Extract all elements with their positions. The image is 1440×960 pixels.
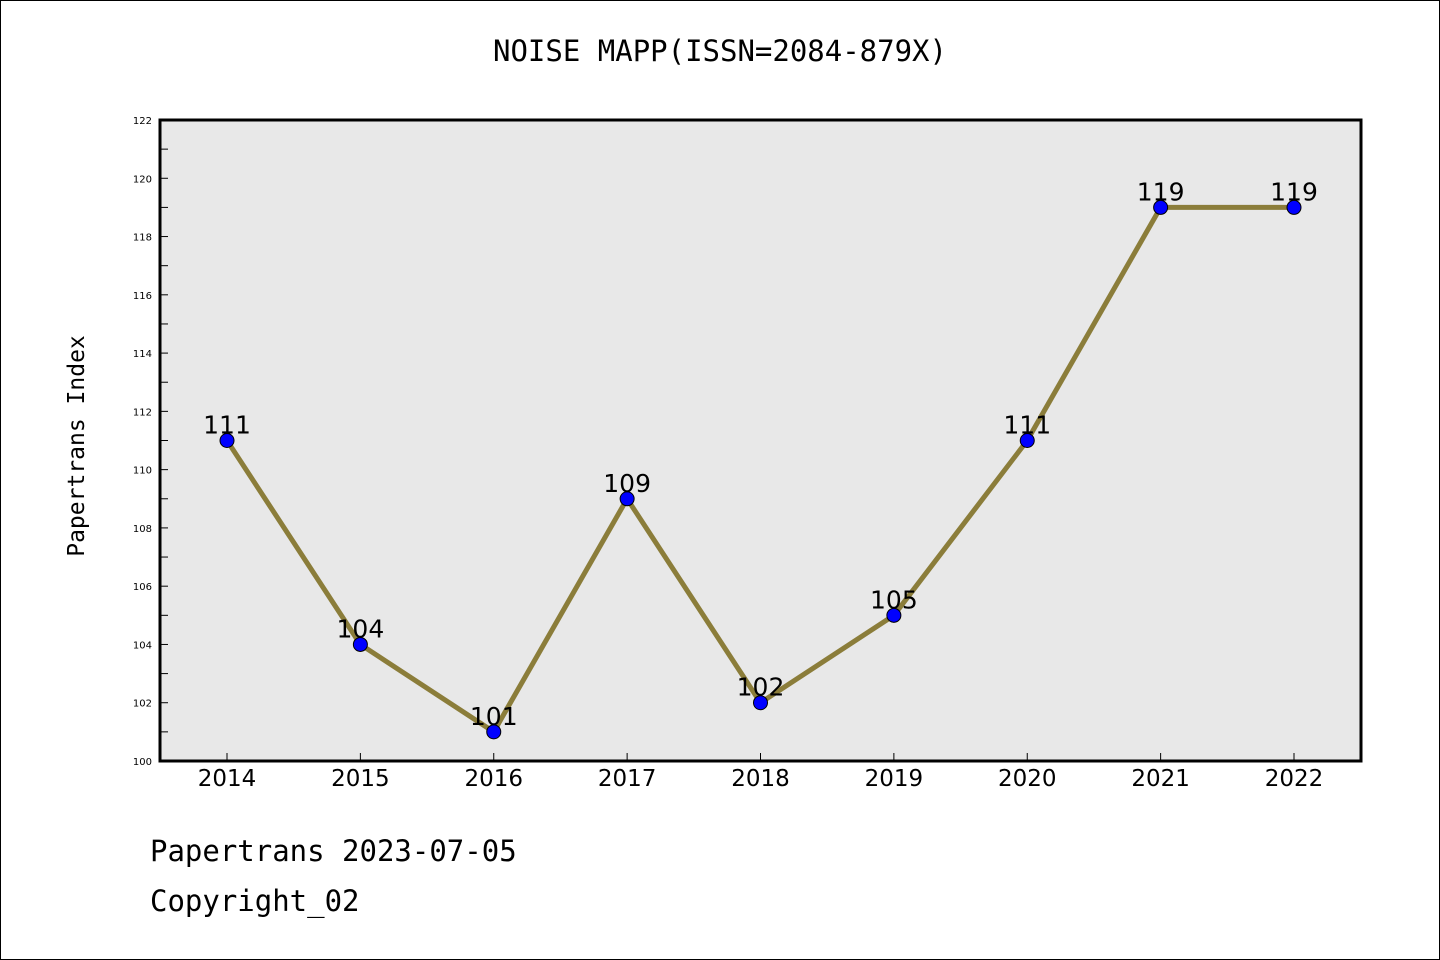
x-tick-label: 2022 <box>1265 766 1324 792</box>
data-label: 109 <box>603 469 651 498</box>
x-tick-label: 2014 <box>198 766 257 792</box>
data-point <box>886 607 902 623</box>
y-tick-label: 102 <box>133 699 152 710</box>
x-axis: 2014 2015 2016 2017 2018 2019 2020 2021 2022 <box>198 753 1324 792</box>
x-tick-label: 2018 <box>731 766 790 792</box>
y-tick-label: 120 <box>133 174 152 185</box>
data-labels: 111 104 101 109 102 105 111 119 119 <box>203 177 1318 730</box>
data-point <box>1153 199 1169 215</box>
data-label: 105 <box>870 585 918 614</box>
y-tick-label: 104 <box>133 640 152 651</box>
y-tick-label: 106 <box>133 582 152 593</box>
y-tick-label: 108 <box>133 524 152 535</box>
series-markers <box>219 199 1302 740</box>
data-label: 101 <box>470 702 518 731</box>
data-point <box>352 636 368 652</box>
data-label: 102 <box>737 673 785 702</box>
data-point <box>1019 433 1035 448</box>
x-tick-label: 2017 <box>598 766 657 792</box>
footer-copyright: Copyright_02 <box>150 884 360 918</box>
y-tick-label: 110 <box>133 466 152 477</box>
x-tick-label: 2015 <box>331 766 390 792</box>
x-tick-label: 2021 <box>1131 766 1190 792</box>
data-label: 111 <box>1003 411 1051 440</box>
footer-date: Papertrans 2023-07-05 <box>150 834 517 868</box>
data-label: 104 <box>337 614 385 643</box>
y-tick-label: 112 <box>133 407 152 418</box>
x-tick-label: 2016 <box>464 766 523 792</box>
y-tick-label: 114 <box>133 349 152 360</box>
data-label: 111 <box>203 411 251 440</box>
data-point <box>486 724 502 740</box>
y-tick-label: 116 <box>133 291 152 302</box>
plot-border <box>158 118 1363 763</box>
y-tick-label: 118 <box>133 233 152 244</box>
chart-title: NOISE MAPP(ISSN=2084-879X) <box>493 34 947 68</box>
data-point <box>753 695 768 711</box>
y-tick-label: 122 <box>133 116 152 127</box>
data-point <box>219 433 235 448</box>
data-point <box>1286 199 1302 215</box>
data-label: 119 <box>1270 177 1318 206</box>
y-axis-label: Papertrans Index <box>64 335 90 557</box>
x-tick-label: 2020 <box>998 766 1057 792</box>
data-label: 119 <box>1137 177 1185 206</box>
plot-area <box>160 120 1361 761</box>
x-tick-label: 2019 <box>865 766 924 792</box>
y-tick-label: 100 <box>133 757 152 768</box>
data-point <box>619 491 635 507</box>
